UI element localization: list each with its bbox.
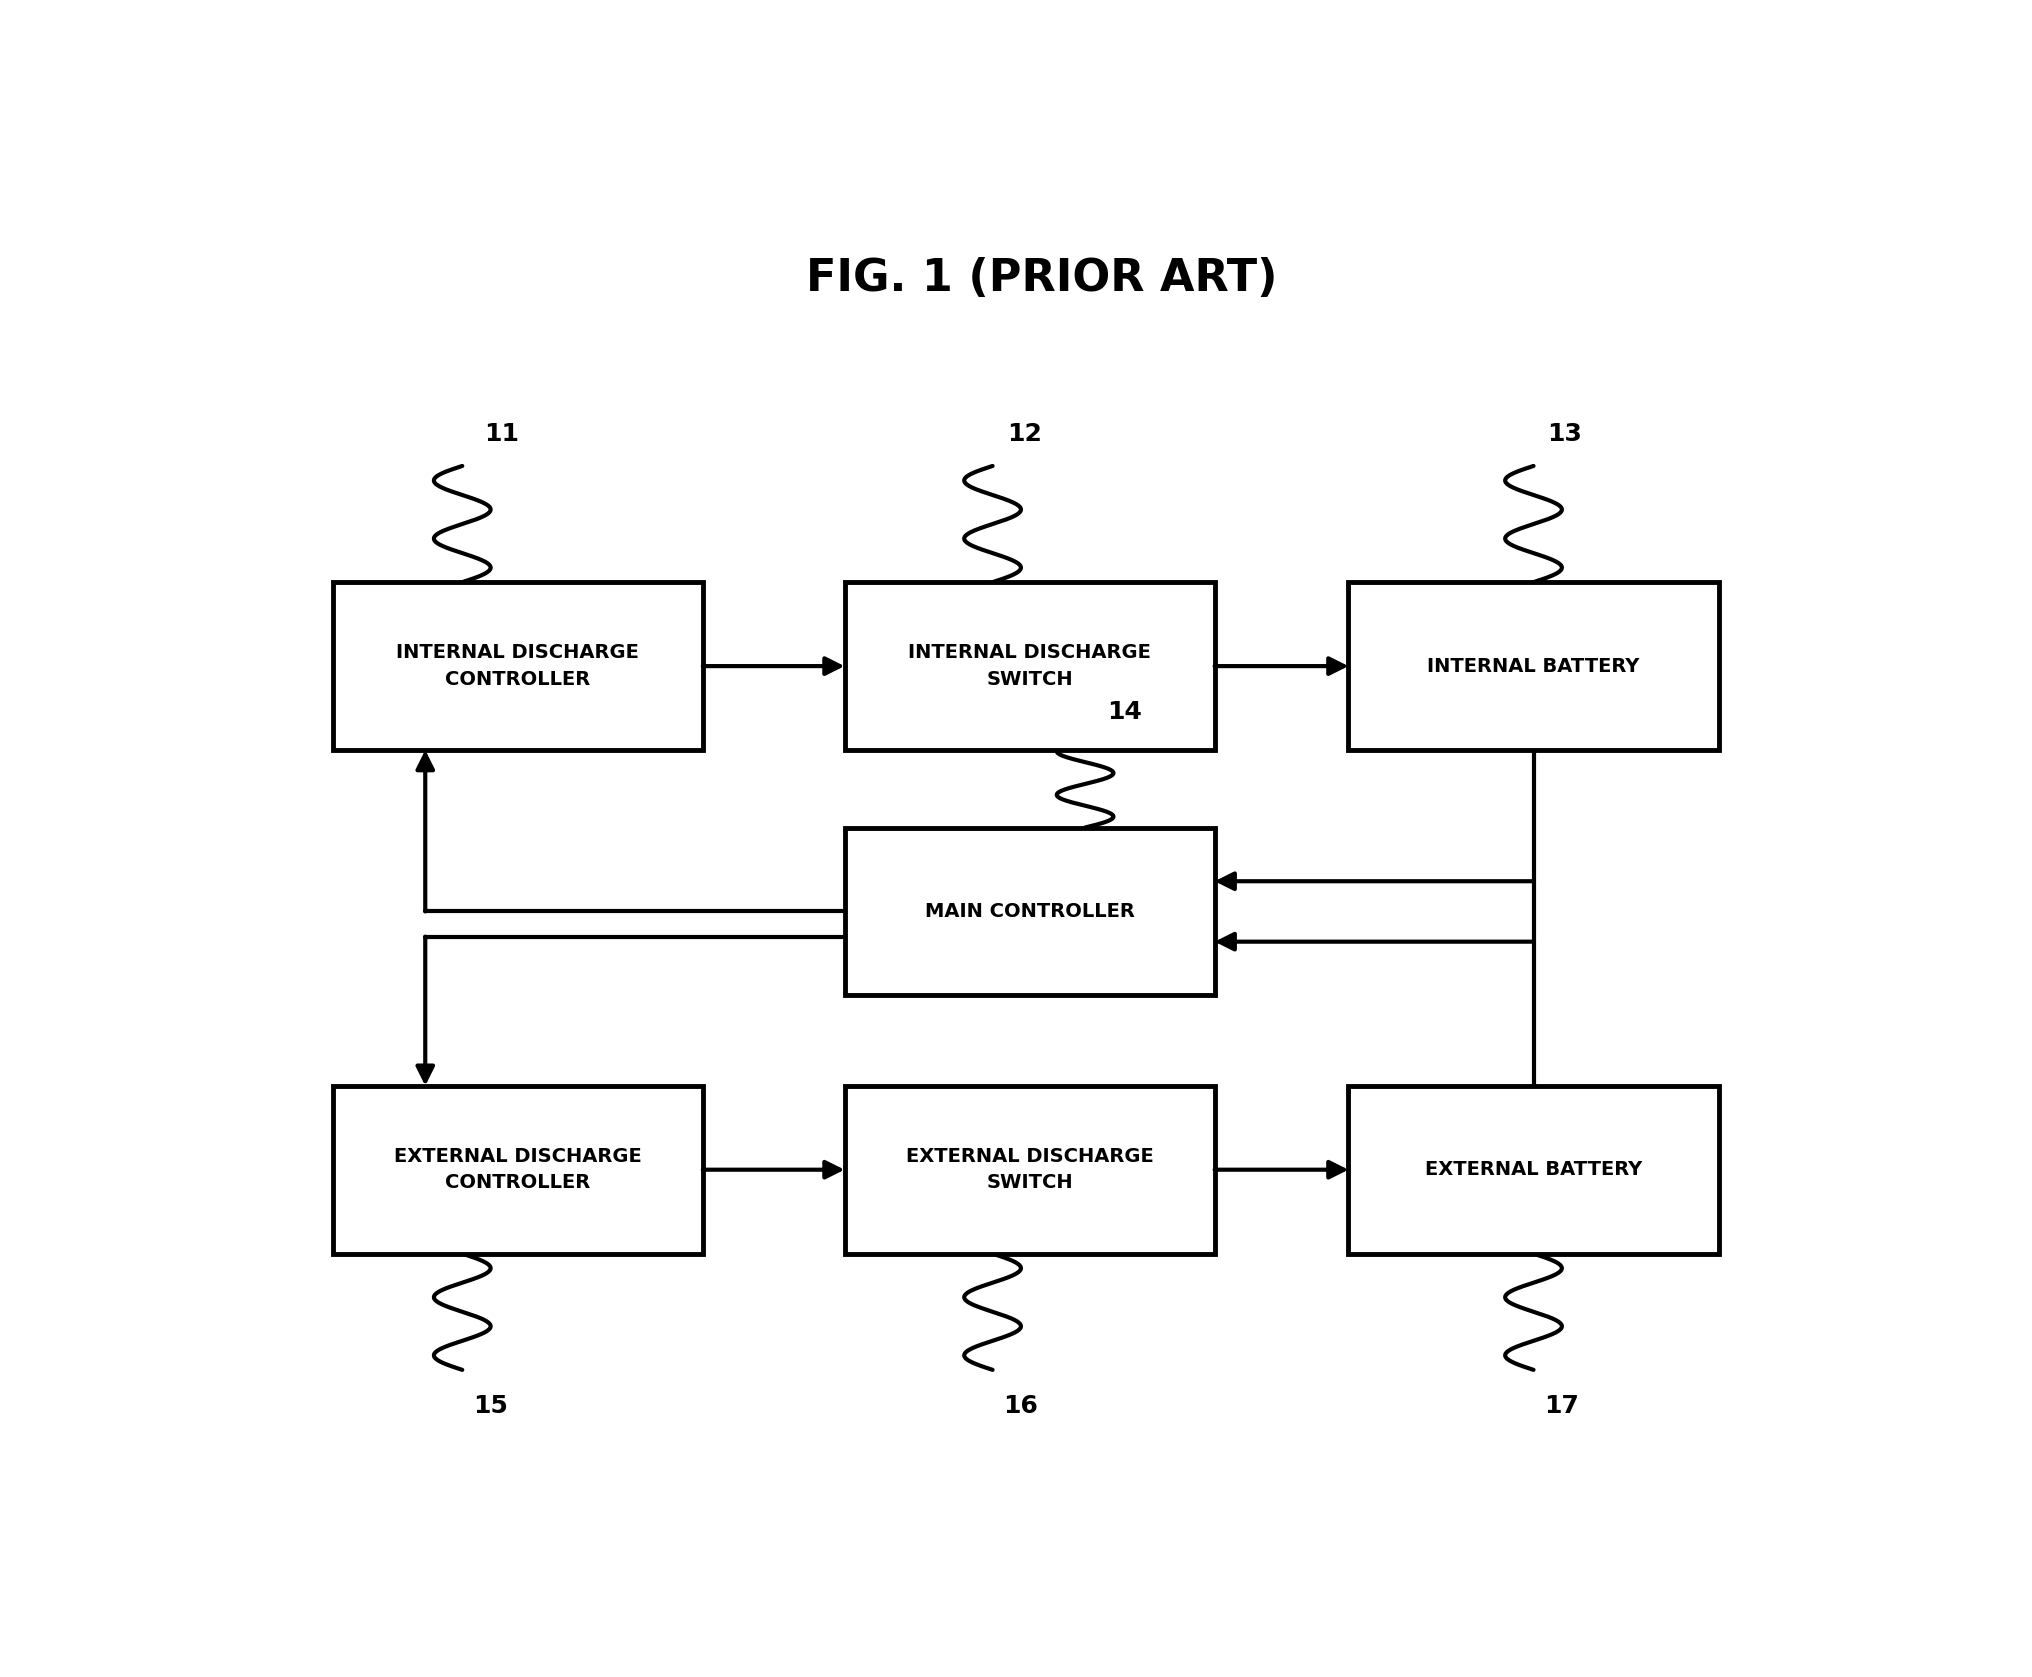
Text: 12: 12 <box>1006 421 1042 446</box>
Bar <box>333 1085 703 1254</box>
Text: 16: 16 <box>1004 1394 1038 1419</box>
Text: 11: 11 <box>484 421 518 446</box>
Text: MAIN CONTROLLER: MAIN CONTROLLER <box>925 902 1134 921</box>
Text: 17: 17 <box>1544 1394 1579 1419</box>
Text: 15: 15 <box>473 1394 508 1419</box>
Text: EXTERNAL DISCHARGE
SWITCH: EXTERNAL DISCHARGE SWITCH <box>906 1147 1154 1192</box>
Bar <box>333 582 703 750</box>
Text: FIG. 1 (PRIOR ART): FIG. 1 (PRIOR ART) <box>805 257 1278 300</box>
Bar <box>845 582 1215 750</box>
Text: 13: 13 <box>1548 421 1583 446</box>
Bar <box>1349 582 1719 750</box>
Text: INTERNAL DISCHARGE
CONTROLLER: INTERNAL DISCHARGE CONTROLLER <box>396 644 640 689</box>
Text: EXTERNAL BATTERY: EXTERNAL BATTERY <box>1424 1160 1642 1179</box>
Text: EXTERNAL DISCHARGE
CONTROLLER: EXTERNAL DISCHARGE CONTROLLER <box>394 1147 642 1192</box>
Text: 14: 14 <box>1107 699 1142 724</box>
Text: INTERNAL DISCHARGE
SWITCH: INTERNAL DISCHARGE SWITCH <box>908 644 1150 689</box>
Bar <box>845 827 1215 996</box>
Bar <box>1349 1085 1719 1254</box>
Text: INTERNAL BATTERY: INTERNAL BATTERY <box>1426 657 1640 676</box>
Bar <box>845 1085 1215 1254</box>
